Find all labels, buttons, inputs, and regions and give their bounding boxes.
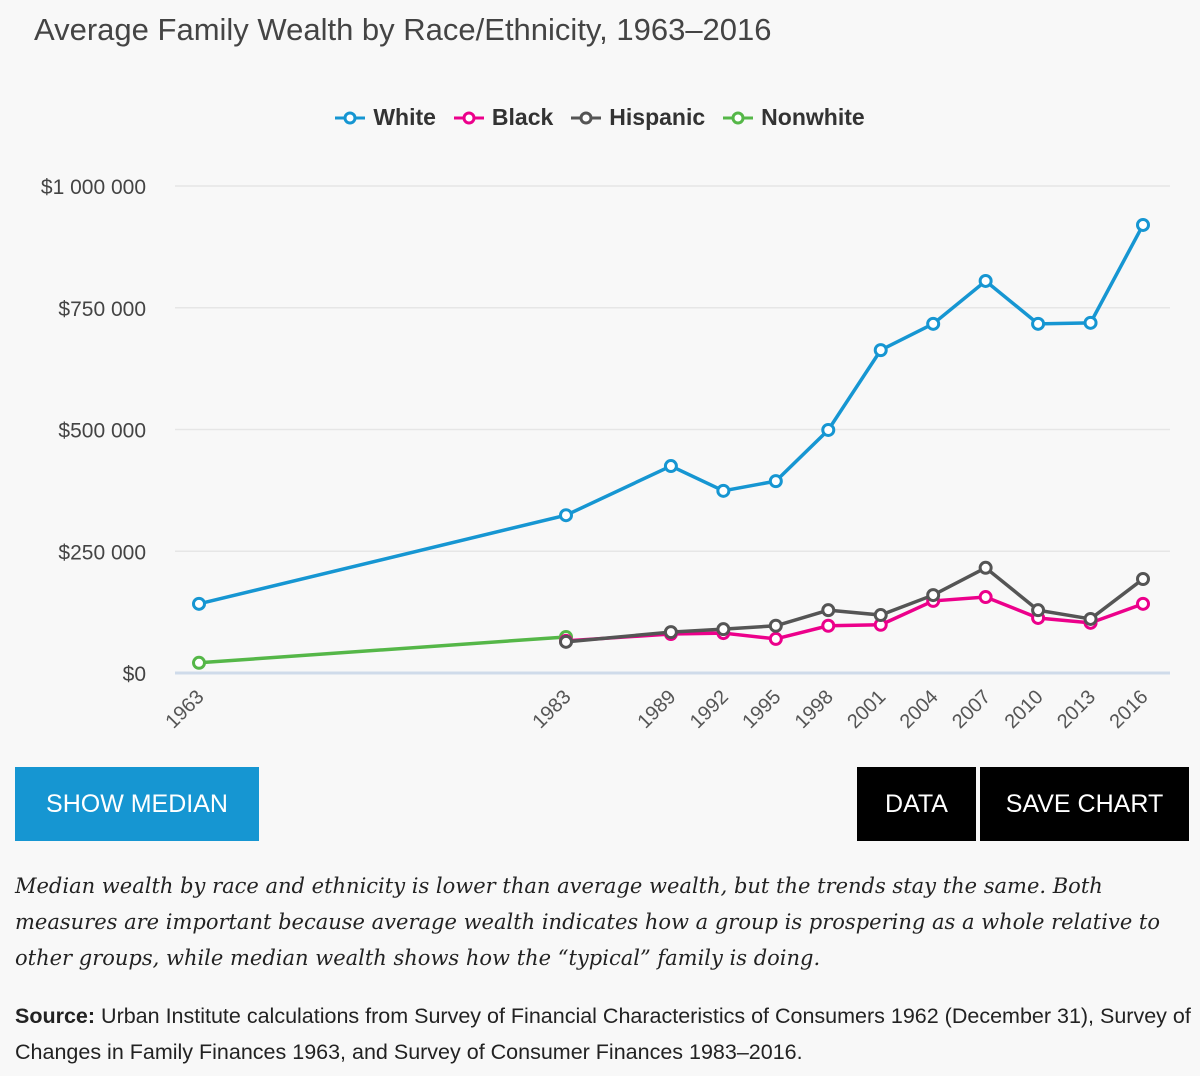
data-button[interactable]: DATA <box>857 767 976 841</box>
x-tick-label: 2004 <box>896 686 943 733</box>
data-point-hispanic <box>926 588 941 603</box>
data-point-hispanic <box>821 603 836 618</box>
legend-item[interactable]: Nonwhite <box>723 104 865 131</box>
data-point-white <box>559 508 573 523</box>
x-tick-label: 1995 <box>738 686 785 733</box>
x-tick-label: 2016 <box>1106 686 1153 733</box>
data-point-nonwhite <box>192 655 206 670</box>
data-point-black <box>768 631 783 646</box>
data-point-white <box>192 596 206 611</box>
legend-label: Nonwhite <box>761 104 865 130</box>
legend-label: Black <box>491 104 554 130</box>
data-point-hispanic <box>1031 603 1046 618</box>
y-tick-label: $0 <box>123 663 146 686</box>
y-tick-label: $500 000 <box>58 420 146 443</box>
data-point-white <box>768 474 783 489</box>
data-point-hispanic <box>873 608 888 623</box>
data-point-hispanic <box>663 625 678 640</box>
legend-marker-icon <box>453 111 484 124</box>
y-tick-label: $250 000 <box>58 541 146 564</box>
series-line-white <box>198 224 1145 606</box>
legend-marker-icon <box>571 111 602 124</box>
x-tick-label: 2001 <box>843 686 890 733</box>
data-point-hispanic <box>716 622 731 637</box>
data-point-hispanic <box>978 560 993 575</box>
x-tick-label: 2007 <box>948 686 995 733</box>
legend-item[interactable]: Hispanic <box>571 104 705 131</box>
legend-marker-icon <box>723 111 754 124</box>
data-point-hispanic <box>559 634 573 649</box>
show-median-button[interactable]: SHOW MEDIAN <box>15 767 259 841</box>
data-point-hispanic <box>768 618 783 633</box>
legend-marker-icon <box>335 111 366 124</box>
data-point-white <box>1136 217 1150 232</box>
data-point-white <box>821 422 836 437</box>
source-note: Source: Urban Institute calculations fro… <box>15 998 1195 1070</box>
save-chart-button[interactable]: SAVE CHART <box>980 767 1189 841</box>
data-point-black <box>978 590 993 605</box>
series-line-hispanic <box>565 565 1145 644</box>
data-point-white <box>1031 316 1046 331</box>
data-point-white <box>926 316 941 331</box>
data-point-black <box>1136 596 1150 611</box>
data-point-white <box>873 343 888 358</box>
x-tick-label: 2010 <box>1001 686 1048 733</box>
data-point-black <box>821 618 836 633</box>
data-point-white <box>716 483 731 498</box>
data-point-white <box>1083 315 1098 330</box>
source-text: Urban Institute calculations from Survey… <box>15 1004 1191 1064</box>
data-point-hispanic <box>1083 611 1098 626</box>
x-tick-label: 1992 <box>686 686 733 733</box>
x-tick-label: 1963 <box>162 686 209 733</box>
y-tick-label: $750 000 <box>58 298 146 321</box>
x-tick-label: 1989 <box>633 686 680 733</box>
data-point-white <box>663 459 678 474</box>
data-point-hispanic <box>1136 572 1150 587</box>
legend-item[interactable]: Black <box>453 104 554 131</box>
chart-caption: Median wealth by race and ethnicity is l… <box>15 874 1161 970</box>
chart-title: Average Family Wealth by Race/Ethnicity,… <box>34 12 772 47</box>
source-label: Source: <box>15 1004 96 1028</box>
line-chart: $0 $250 000 $500 000 $750 000 $1 000 000 1963… <box>41 176 1170 733</box>
x-tick-label: 2013 <box>1053 686 1100 733</box>
legend-item[interactable]: White <box>335 104 436 131</box>
data-point-white <box>978 273 993 288</box>
legend-label: Hispanic <box>609 104 706 130</box>
x-tick-label: 1983 <box>529 686 576 733</box>
x-tick-label: 1998 <box>791 686 838 733</box>
series-line-nonwhite <box>198 635 567 665</box>
legend: White Black Hispanic Nonwhite <box>0 104 1200 131</box>
legend-label: White <box>373 104 436 130</box>
y-tick-label: $1 000 000 <box>41 176 146 199</box>
